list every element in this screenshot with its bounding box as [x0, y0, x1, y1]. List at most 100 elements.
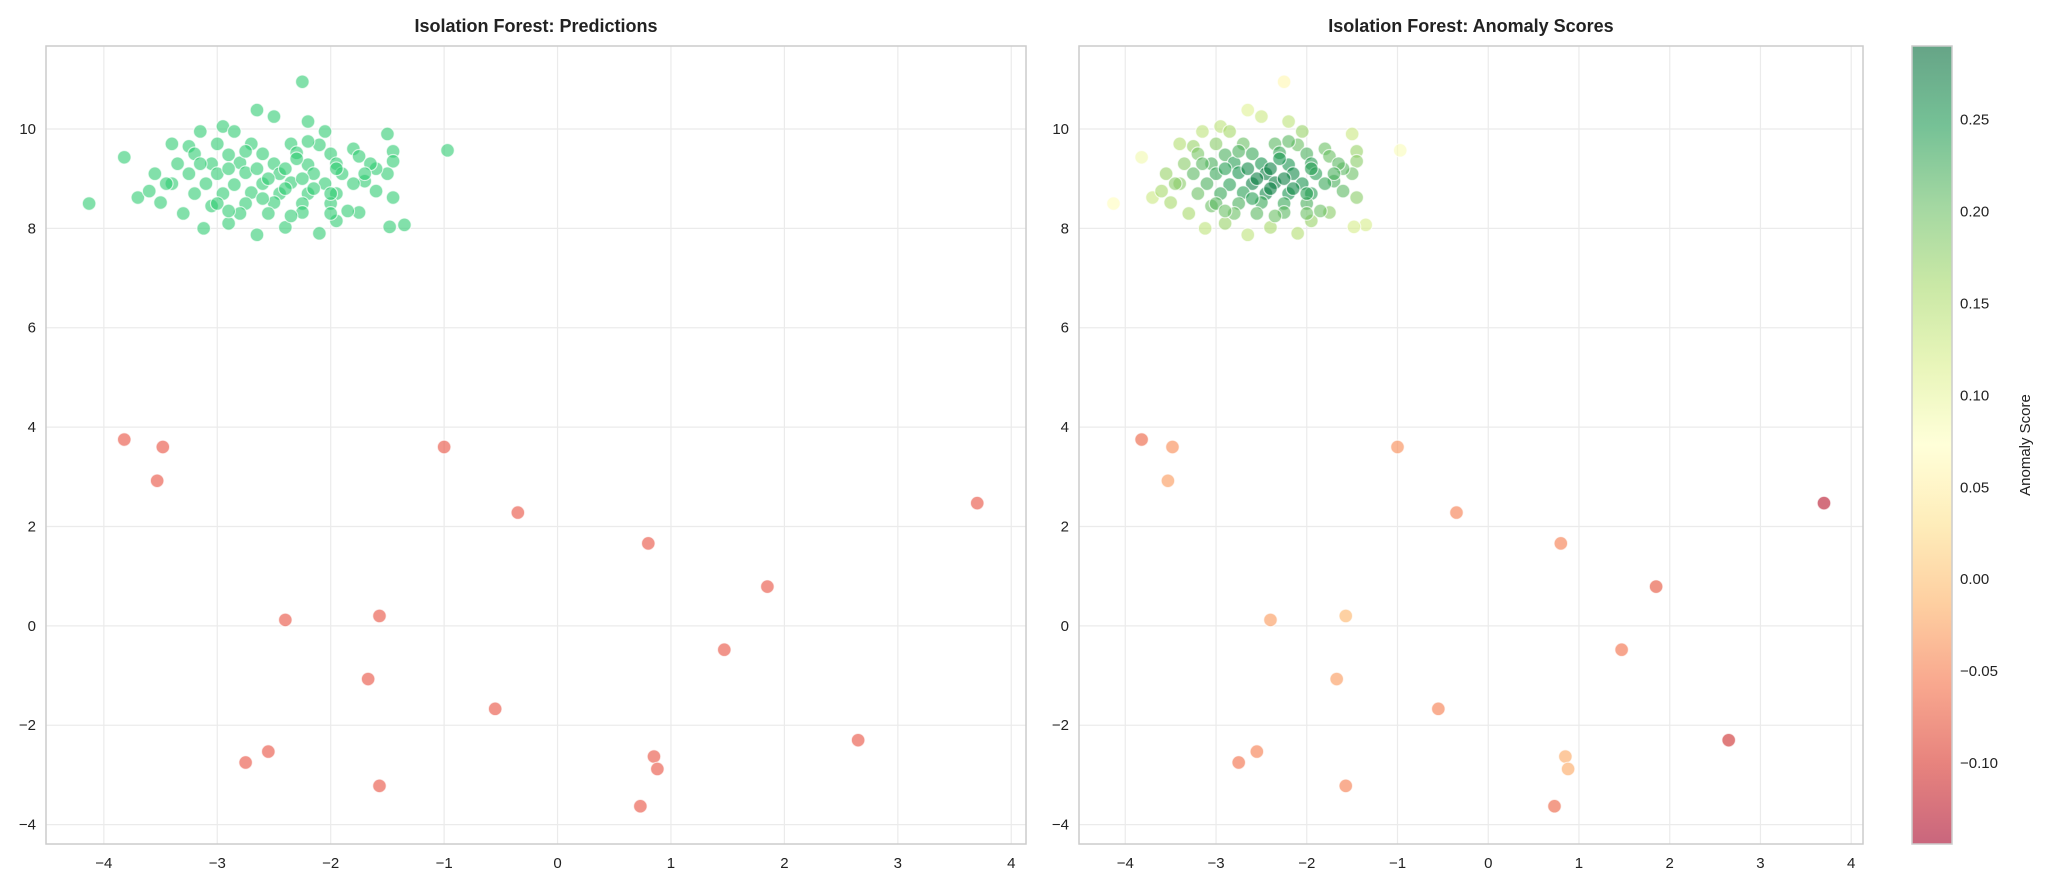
inlier-point [351, 148, 367, 164]
x-tick-label: −2 [1298, 855, 1315, 872]
outlier-point [436, 439, 452, 455]
y-tick-label: 4 [28, 419, 36, 436]
y-tick-label: 0 [1061, 618, 1069, 635]
inlier-point [1231, 143, 1247, 159]
inlier-point [1326, 166, 1342, 182]
inlier-point [323, 186, 339, 201]
outlier-point [1134, 432, 1150, 447]
colorbar-label: Anomaly Score [2017, 394, 2034, 496]
colorbar-tick-label: −0.05 [1960, 663, 1998, 680]
inlier-point [345, 176, 361, 192]
plot-area [46, 46, 1026, 844]
inlier-point [440, 142, 455, 158]
inlier-point [397, 217, 412, 233]
colorbar-tick-label: 0.00 [1960, 571, 1989, 588]
inlier-point [328, 161, 344, 177]
inlier-point [1249, 171, 1265, 187]
outlier-point [1338, 608, 1354, 624]
outlier-point [969, 495, 985, 511]
outlier-point [1449, 505, 1464, 520]
inlier-point [368, 183, 384, 199]
outlier-point [640, 535, 656, 551]
x-tick-label: −3 [209, 855, 226, 872]
inlier-point [1312, 203, 1328, 219]
x-tick-label: 4 [1847, 855, 1855, 872]
inlier-point [1106, 196, 1121, 211]
plot-frame [45, 45, 1027, 845]
inlier-point [1185, 166, 1201, 182]
outlier-point [1560, 761, 1576, 777]
outlier-point [1430, 701, 1446, 717]
inlier-point [294, 74, 310, 90]
inlier-point [198, 176, 214, 192]
y-tick-label: −2 [19, 717, 36, 734]
colorbar-tick-label: 0.20 [1960, 203, 1989, 220]
y-tick-label: 10 [1052, 121, 1069, 138]
inlier-point [81, 196, 97, 211]
inlier-point [187, 186, 202, 201]
inlier-point [1276, 171, 1292, 187]
inlier-point [196, 220, 212, 236]
inlier-point [1267, 208, 1283, 224]
outlier-point [1648, 579, 1664, 595]
inlier-point [1244, 191, 1260, 206]
inlier-point [385, 153, 401, 169]
inlier-point [221, 215, 237, 231]
inlier-point [1172, 136, 1188, 152]
x-tick-label: −1 [1389, 855, 1406, 872]
inlier-point [226, 177, 242, 193]
outlier-point [1816, 495, 1832, 511]
colorbar-tick-label: 0.10 [1960, 387, 1989, 404]
x-tick-label: −4 [95, 855, 112, 872]
outlier-point [1249, 744, 1265, 759]
inlier-point [1263, 181, 1278, 197]
inlier-point [238, 143, 254, 159]
inlier-point [1167, 176, 1183, 192]
colorbar-frame [1911, 45, 1953, 845]
inlier-point [147, 166, 163, 182]
inlier-point [226, 124, 242, 139]
inlier-point [1276, 74, 1292, 90]
inlier-point [153, 195, 168, 210]
inlier-point [294, 171, 310, 187]
inlier-point [141, 183, 157, 199]
inlier-point [181, 166, 197, 182]
inlier-point [1281, 134, 1297, 149]
inlier-point [1240, 161, 1256, 177]
inlier-point [1240, 227, 1256, 243]
inlier-point [1303, 161, 1319, 177]
inlier-point [289, 151, 305, 167]
outlier-point [1721, 732, 1737, 748]
inlier-point [1176, 156, 1192, 172]
outlier-point [1338, 778, 1354, 794]
inlier-point [1317, 176, 1333, 192]
inlier-point [323, 206, 339, 221]
y-tick-label: 8 [28, 220, 36, 237]
inlier-point [221, 203, 237, 219]
outlier-point [759, 579, 775, 595]
predictions-title: Isolation Forest: Predictions [414, 16, 657, 36]
outlier-point [1231, 755, 1247, 770]
inlier-point [1222, 124, 1238, 139]
x-tick-label: 0 [553, 855, 561, 872]
inlier-point [380, 126, 395, 142]
x-tick-label: 4 [1007, 855, 1015, 872]
outlier-point [372, 778, 387, 794]
inlier-point [385, 190, 401, 205]
outlier-point [260, 744, 276, 759]
outlier-point [1390, 439, 1405, 455]
inlier-point [311, 225, 327, 241]
x-tick-label: −1 [436, 855, 453, 872]
inlier-point [1294, 124, 1310, 139]
outlier-point [116, 432, 132, 447]
inlier-point [1195, 156, 1210, 172]
x-tick-label: −4 [1117, 855, 1134, 872]
outlier-point [277, 612, 293, 628]
inlier-point [1217, 203, 1233, 219]
inlier-point [209, 136, 225, 152]
inlier-point [1346, 219, 1362, 235]
inlier-point [1349, 153, 1365, 169]
anomaly-scores-panel: Isolation Forest: Anomaly Scores −4 −3 −2 −… [1052, 16, 1864, 872]
outlier-point [632, 798, 648, 814]
